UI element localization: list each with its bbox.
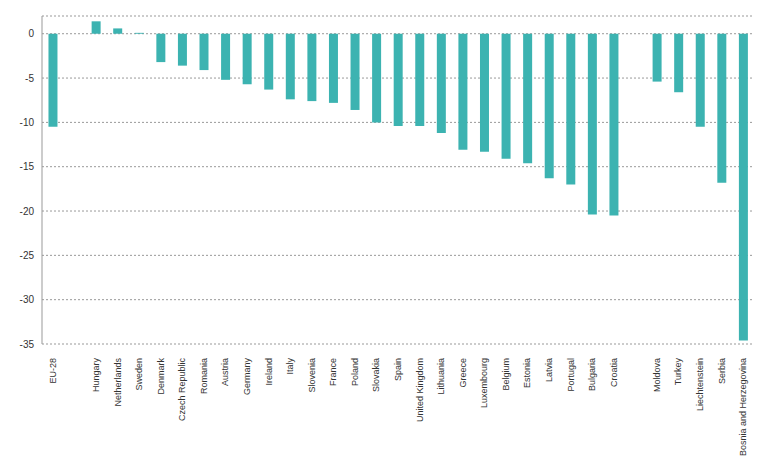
svg-text:Hungary: Hungary (91, 358, 101, 393)
svg-text:France: France (328, 358, 338, 386)
svg-text:Bulgaria: Bulgaria (587, 358, 597, 391)
svg-text:United Kingdom: United Kingdom (415, 358, 425, 422)
svg-text:Latvia: Latvia (544, 358, 554, 382)
svg-text:Romania: Romania (199, 358, 209, 394)
svg-text:Lithuania: Lithuania (436, 358, 446, 395)
svg-text:-20: -20 (20, 206, 35, 217)
svg-text:Spain: Spain (393, 358, 403, 381)
svg-text:Austria: Austria (220, 358, 230, 386)
svg-text:-5: -5 (25, 73, 34, 84)
svg-text:Sweden: Sweden (134, 358, 144, 391)
svg-text:EU-28: EU-28 (48, 358, 58, 384)
svg-text:-35: -35 (20, 339, 35, 350)
svg-text:Belgium: Belgium (501, 358, 511, 391)
svg-text:Bosnia and Herzegovina: Bosnia and Herzegovina (738, 358, 748, 456)
svg-text:Luxembourg: Luxembourg (479, 358, 489, 408)
svg-text:Ireland: Ireland (264, 358, 274, 386)
svg-text:Italy: Italy (285, 358, 295, 375)
svg-text:Moldova: Moldova (652, 358, 662, 392)
svg-text:Slovenia: Slovenia (307, 358, 317, 393)
svg-text:-25: -25 (20, 250, 35, 261)
svg-text:Serbia: Serbia (717, 358, 727, 384)
svg-text:Portugal: Portugal (566, 358, 576, 392)
svg-text:Poland: Poland (350, 358, 360, 386)
svg-text:0: 0 (28, 28, 34, 39)
svg-text:Denmark: Denmark (156, 358, 166, 395)
svg-text:Slovakia: Slovakia (371, 358, 381, 392)
svg-text:Czech Republic: Czech Republic (177, 358, 187, 422)
svg-text:Germany: Germany (242, 358, 252, 396)
svg-text:Turkey: Turkey (673, 358, 683, 386)
svg-text:Greece: Greece (458, 358, 468, 388)
svg-text:-10: -10 (20, 117, 35, 128)
svg-text:Netherlands: Netherlands (113, 358, 123, 407)
svg-text:Liechtenstein: Liechtenstein (695, 358, 705, 411)
svg-text:-15: -15 (20, 161, 35, 172)
svg-text:-30: -30 (20, 294, 35, 305)
svg-text:Estonia: Estonia (522, 358, 532, 388)
svg-text:Croatia: Croatia (609, 358, 619, 387)
